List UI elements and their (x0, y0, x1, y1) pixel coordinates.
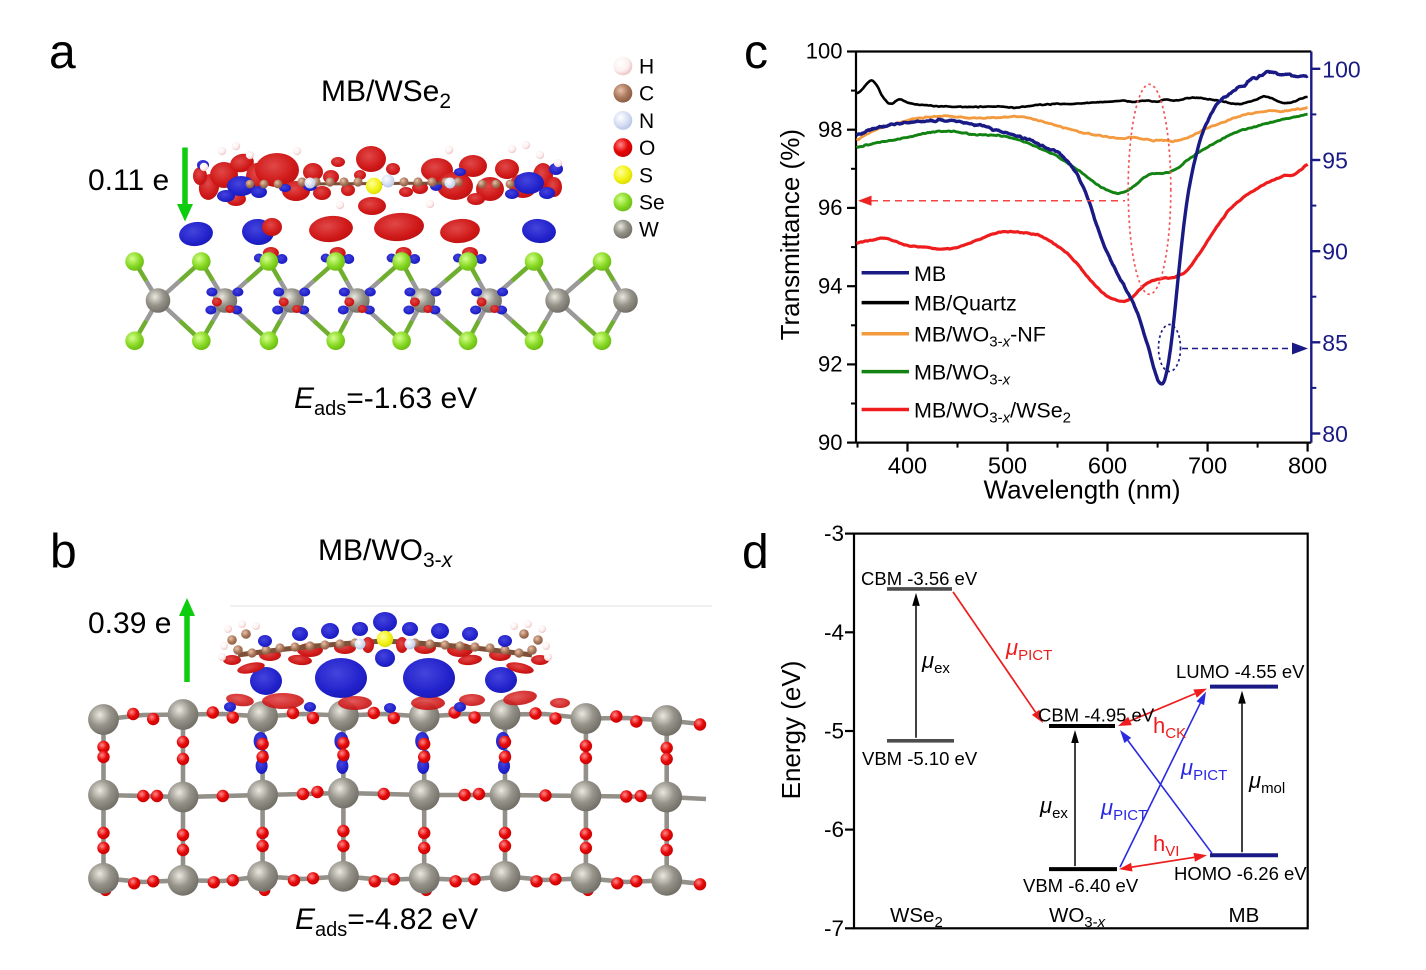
svg-text:C: C (639, 83, 654, 106)
svg-text:μPICT: μPICT (1100, 795, 1147, 824)
svg-text:μPICT: μPICT (1180, 755, 1227, 784)
svg-text:N: N (639, 110, 654, 133)
svg-text:VBM -6.40 eV: VBM -6.40 eV (1023, 875, 1139, 896)
svg-text:0.39 e: 0.39 e (88, 607, 171, 640)
svg-text:94: 94 (818, 273, 842, 298)
svg-text:b: b (50, 526, 77, 579)
svg-text:MB/WO3-x/WSe2: MB/WO3-x/WSe2 (914, 399, 1071, 427)
svg-text:Eads=-1.63 eV: Eads=-1.63 eV (294, 382, 477, 420)
svg-text:98: 98 (818, 117, 842, 142)
svg-text:85: 85 (1322, 330, 1348, 356)
svg-text:92: 92 (818, 352, 842, 377)
svg-text:100: 100 (1322, 56, 1360, 82)
svg-text:a: a (49, 26, 76, 79)
svg-text:96: 96 (818, 195, 842, 220)
svg-text:μex: μex (1039, 793, 1068, 822)
svg-text:WO3-x: WO3-x (1049, 904, 1106, 931)
svg-text:-7: -7 (824, 916, 844, 941)
svg-text:-6: -6 (824, 817, 844, 842)
svg-text:Se: Se (639, 192, 665, 215)
svg-text:W: W (639, 219, 659, 242)
svg-text:LUMO -4.55 eV: LUMO -4.55 eV (1176, 661, 1305, 682)
svg-text:MB/WSe2: MB/WSe2 (321, 75, 451, 113)
svg-text:400: 400 (888, 453, 927, 479)
svg-text:-4: -4 (824, 620, 844, 645)
svg-text:95: 95 (1322, 148, 1348, 174)
svg-text:HOMO -6.26 eV: HOMO -6.26 eV (1174, 863, 1307, 884)
svg-text:-3: -3 (824, 521, 844, 546)
svg-text:0.11 e: 0.11 e (88, 164, 169, 197)
svg-text:Wavelength (nm): Wavelength (nm) (984, 475, 1181, 505)
svg-text:MB/WO3-x: MB/WO3-x (914, 361, 1011, 389)
svg-text:90: 90 (818, 430, 842, 455)
svg-text:800: 800 (1288, 453, 1327, 479)
svg-text:WSe2: WSe2 (890, 904, 943, 931)
svg-text:CBM -3.56 eV: CBM -3.56 eV (861, 568, 978, 589)
svg-text:S: S (639, 164, 653, 187)
svg-text:600: 600 (1088, 453, 1127, 479)
svg-text:100: 100 (806, 39, 843, 64)
svg-text:hVI: hVI (1153, 831, 1179, 860)
svg-text:VBM -5.10 eV: VBM -5.10 eV (862, 748, 978, 769)
svg-text:μex: μex (921, 648, 950, 677)
svg-text:MB/Quartz: MB/Quartz (914, 292, 1017, 316)
svg-text:O: O (639, 137, 655, 160)
svg-text:80: 80 (1322, 421, 1348, 447)
svg-text:Eads=-4.82 eV: Eads=-4.82 eV (295, 903, 478, 941)
svg-text:H: H (639, 56, 654, 79)
svg-text:Energy (eV): Energy (eV) (776, 661, 806, 800)
svg-text:500: 500 (988, 453, 1027, 479)
svg-text:c: c (744, 26, 768, 79)
svg-text:μmol: μmol (1248, 768, 1285, 797)
svg-text:hCK: hCK (1153, 713, 1186, 742)
svg-text:μPICT: μPICT (1005, 635, 1052, 664)
svg-text:d: d (742, 526, 769, 579)
svg-text:90: 90 (1322, 239, 1348, 265)
svg-text:CBM -4.95 eV: CBM -4.95 eV (1038, 705, 1155, 726)
svg-text:MB: MB (914, 262, 946, 286)
svg-text:-5: -5 (824, 719, 844, 744)
svg-text:MB: MB (1229, 904, 1260, 927)
svg-text:MB/WO3-x-NF: MB/WO3-x-NF (914, 323, 1046, 351)
svg-text:Transmittance (%): Transmittance (%) (775, 129, 805, 340)
svg-text:MB/WO3-x: MB/WO3-x (318, 534, 454, 572)
svg-text:700: 700 (1188, 453, 1227, 479)
